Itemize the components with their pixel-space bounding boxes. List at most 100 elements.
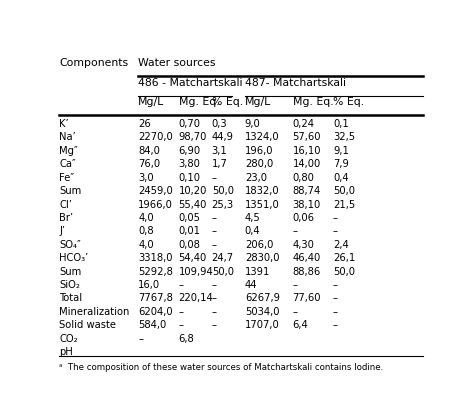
Text: 26,1: 26,1 (333, 253, 355, 263)
Text: 584,0: 584,0 (138, 320, 166, 330)
Text: –: – (179, 320, 183, 330)
Text: 1,7: 1,7 (212, 159, 228, 169)
Text: Mg/L: Mg/L (138, 97, 164, 107)
Text: 0,08: 0,08 (179, 240, 201, 250)
Text: Sum: Sum (59, 186, 82, 196)
Text: 98,70: 98,70 (179, 132, 207, 143)
Text: 23,0: 23,0 (245, 173, 267, 183)
Text: 16,10: 16,10 (292, 146, 321, 156)
Text: 1391: 1391 (245, 266, 270, 277)
Text: –: – (333, 320, 338, 330)
Text: 6267,9: 6267,9 (245, 293, 280, 303)
Text: 14,00: 14,00 (292, 159, 321, 169)
Text: 6,8: 6,8 (179, 334, 194, 343)
Text: 46,40: 46,40 (292, 253, 321, 263)
Text: 280,0: 280,0 (245, 159, 273, 169)
Text: 1707,0: 1707,0 (245, 320, 280, 330)
Text: 55,40: 55,40 (179, 200, 207, 209)
Text: Mg. Eq.: Mg. Eq. (179, 97, 219, 107)
Text: 1351,0: 1351,0 (245, 200, 280, 209)
Text: –: – (212, 226, 217, 237)
Text: Cl’: Cl’ (59, 200, 72, 209)
Text: 4,0: 4,0 (138, 240, 154, 250)
Text: 0,1: 0,1 (333, 119, 349, 129)
Text: 6,90: 6,90 (179, 146, 201, 156)
Text: Mg″: Mg″ (59, 146, 78, 156)
Text: 2459,0: 2459,0 (138, 186, 173, 196)
Text: –: – (292, 280, 298, 290)
Text: 3318,0: 3318,0 (138, 253, 173, 263)
Text: 5292,8: 5292,8 (138, 266, 173, 277)
Text: 9,0: 9,0 (245, 119, 261, 129)
Text: Sum: Sum (59, 266, 82, 277)
Text: 2270,0: 2270,0 (138, 132, 173, 143)
Text: 25,3: 25,3 (212, 200, 234, 209)
Text: 0,24: 0,24 (292, 119, 315, 129)
Text: Br’: Br’ (59, 213, 73, 223)
Text: 0,3: 0,3 (212, 119, 228, 129)
Text: % Eq.: % Eq. (212, 97, 243, 107)
Text: 220,14: 220,14 (179, 293, 213, 303)
Text: SiO₂: SiO₂ (59, 280, 80, 290)
Text: –: – (292, 307, 298, 317)
Text: 0,80: 0,80 (292, 173, 314, 183)
Text: 24,7: 24,7 (212, 253, 234, 263)
Text: Ca″: Ca″ (59, 159, 76, 169)
Text: ᵃ  The composition of these water sources of Matchartskali contains Iodine.: ᵃ The composition of these water sources… (59, 362, 383, 372)
Text: 486 - Matchartskali: 486 - Matchartskali (138, 78, 243, 87)
Text: 38,10: 38,10 (292, 200, 321, 209)
Text: 3,0: 3,0 (138, 173, 154, 183)
Text: –: – (212, 293, 217, 303)
Text: 88,86: 88,86 (292, 266, 321, 277)
Text: 3,1: 3,1 (212, 146, 228, 156)
Text: CO₂: CO₂ (59, 334, 78, 343)
Text: 50,0: 50,0 (333, 186, 355, 196)
Text: 76,0: 76,0 (138, 159, 160, 169)
Text: –: – (333, 280, 338, 290)
Text: 77,60: 77,60 (292, 293, 321, 303)
Text: –: – (212, 173, 217, 183)
Text: 57,60: 57,60 (292, 132, 321, 143)
Text: SO₄″: SO₄″ (59, 240, 81, 250)
Text: Total: Total (59, 293, 82, 303)
Text: K’: K’ (59, 119, 69, 129)
Text: 7,9: 7,9 (333, 159, 349, 169)
Text: 1324,0: 1324,0 (245, 132, 279, 143)
Text: –: – (212, 213, 217, 223)
Text: 3,80: 3,80 (179, 159, 201, 169)
Text: –: – (138, 334, 143, 343)
Text: 4,5: 4,5 (245, 213, 261, 223)
Text: 0,06: 0,06 (292, 213, 315, 223)
Text: 487- Matchartskali: 487- Matchartskali (245, 78, 346, 87)
Text: –: – (179, 280, 183, 290)
Text: 7767,8: 7767,8 (138, 293, 173, 303)
Text: 32,5: 32,5 (333, 132, 355, 143)
Text: 6,4: 6,4 (292, 320, 308, 330)
Text: 0,01: 0,01 (179, 226, 201, 237)
Text: Mineralization: Mineralization (59, 307, 129, 317)
Text: % Eq.: % Eq. (333, 97, 364, 107)
Text: Components: Components (59, 58, 128, 68)
Text: J’: J’ (59, 226, 65, 237)
Text: 44: 44 (245, 280, 257, 290)
Text: 0,70: 0,70 (179, 119, 201, 129)
Text: 4,0: 4,0 (138, 213, 154, 223)
Text: 206,0: 206,0 (245, 240, 273, 250)
Text: Mg/L: Mg/L (245, 97, 271, 107)
Text: Fe″: Fe″ (59, 173, 74, 183)
Text: 6204,0: 6204,0 (138, 307, 173, 317)
Text: 0,05: 0,05 (179, 213, 201, 223)
Text: 0,8: 0,8 (138, 226, 154, 237)
Text: Na’: Na’ (59, 132, 76, 143)
Text: 50,0: 50,0 (212, 186, 234, 196)
Text: 4,30: 4,30 (292, 240, 314, 250)
Text: 88,74: 88,74 (292, 186, 321, 196)
Text: –: – (212, 280, 217, 290)
Text: –: – (333, 307, 338, 317)
Text: Mg. Eq.: Mg. Eq. (292, 97, 333, 107)
Text: 44,9: 44,9 (212, 132, 234, 143)
Text: –: – (333, 213, 338, 223)
Text: 21,5: 21,5 (333, 200, 355, 209)
Text: 54,40: 54,40 (179, 253, 207, 263)
Text: –: – (212, 320, 217, 330)
